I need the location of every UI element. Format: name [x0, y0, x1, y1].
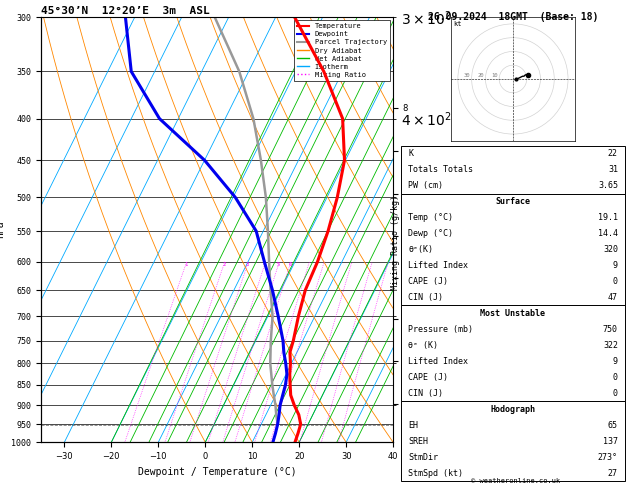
- Text: 750: 750: [603, 325, 618, 334]
- Text: 322: 322: [603, 341, 618, 350]
- Text: Totals Totals: Totals Totals: [408, 165, 473, 174]
- Text: 273°: 273°: [598, 452, 618, 462]
- Text: 10: 10: [491, 72, 498, 78]
- Text: 0: 0: [613, 373, 618, 382]
- Text: Hodograph: Hodograph: [491, 405, 535, 414]
- Text: 9: 9: [613, 357, 618, 366]
- Text: 14.4: 14.4: [598, 229, 618, 238]
- Text: 9: 9: [613, 261, 618, 270]
- Text: StmDir: StmDir: [408, 452, 438, 462]
- Text: Dewp (°C): Dewp (°C): [408, 229, 453, 238]
- Text: © weatheronline.co.uk: © weatheronline.co.uk: [471, 478, 560, 484]
- Bar: [401, 306, 625, 401]
- Text: 47: 47: [608, 293, 618, 302]
- Text: StmSpd (kt): StmSpd (kt): [408, 469, 463, 478]
- Bar: [401, 146, 625, 194]
- Text: 65: 65: [608, 421, 618, 430]
- X-axis label: Dewpoint / Temperature (°C): Dewpoint / Temperature (°C): [138, 467, 296, 477]
- Text: 20: 20: [477, 72, 484, 78]
- Text: EH: EH: [408, 421, 418, 430]
- Text: Temp (°C): Temp (°C): [408, 213, 453, 222]
- Bar: [401, 194, 625, 306]
- Text: 1: 1: [184, 262, 187, 267]
- Y-axis label: km
ASL: km ASL: [450, 210, 465, 230]
- Text: Mixing Ratio (g/kg): Mixing Ratio (g/kg): [391, 195, 400, 291]
- Text: 0: 0: [613, 389, 618, 398]
- Text: θᵉ(K): θᵉ(K): [408, 245, 433, 254]
- Text: Pressure (mb): Pressure (mb): [408, 325, 473, 334]
- Text: 3: 3: [246, 262, 249, 267]
- Text: 45°30’N  12°20’E  3m  ASL: 45°30’N 12°20’E 3m ASL: [41, 6, 209, 16]
- Text: 6: 6: [288, 262, 291, 267]
- Text: SREH: SREH: [408, 437, 428, 446]
- Text: 31: 31: [608, 165, 618, 174]
- Text: 0: 0: [613, 277, 618, 286]
- Text: CAPE (J): CAPE (J): [408, 373, 448, 382]
- Text: 4: 4: [263, 262, 266, 267]
- Text: CIN (J): CIN (J): [408, 293, 443, 302]
- Text: Lifted Index: Lifted Index: [408, 357, 468, 366]
- Text: Surface: Surface: [496, 197, 530, 206]
- Text: 30: 30: [464, 72, 470, 78]
- Text: 2: 2: [222, 262, 225, 267]
- Text: kt: kt: [454, 21, 462, 27]
- Text: 320: 320: [603, 245, 618, 254]
- Text: CIN (J): CIN (J): [408, 389, 443, 398]
- Text: 3.65: 3.65: [598, 181, 618, 190]
- Text: 22: 22: [608, 149, 618, 158]
- Text: Most Unstable: Most Unstable: [481, 309, 545, 318]
- Text: 5: 5: [277, 262, 280, 267]
- Text: 26.09.2024  18GMT  (Base: 18): 26.09.2024 18GMT (Base: 18): [428, 12, 598, 22]
- Text: 19.1: 19.1: [598, 213, 618, 222]
- Text: 27: 27: [608, 469, 618, 478]
- Text: θᵉ (K): θᵉ (K): [408, 341, 438, 350]
- Bar: [401, 401, 625, 481]
- Text: PW (cm): PW (cm): [408, 181, 443, 190]
- Text: CAPE (J): CAPE (J): [408, 277, 448, 286]
- Y-axis label: hPa: hPa: [0, 221, 6, 239]
- Text: Lifted Index: Lifted Index: [408, 261, 468, 270]
- Legend: Temperature, Dewpoint, Parcel Trajectory, Dry Adiabat, Wet Adiabat, Isotherm, Mi: Temperature, Dewpoint, Parcel Trajectory…: [294, 20, 389, 81]
- Text: 137: 137: [603, 437, 618, 446]
- Text: K: K: [408, 149, 413, 158]
